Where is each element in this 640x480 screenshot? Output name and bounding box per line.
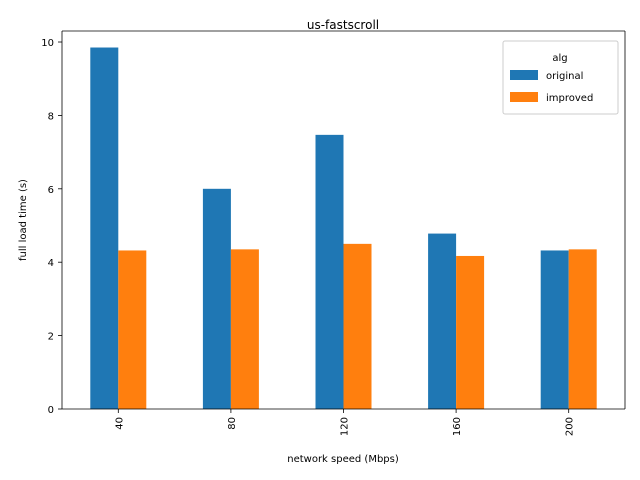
bar-improved-120	[343, 243, 372, 409]
legend-swatch-original	[510, 70, 538, 80]
x-ticks-group: 40 80 120 160 200	[114, 409, 576, 436]
x-tick-label: 120	[340, 417, 351, 436]
bars-group	[90, 47, 597, 410]
legend-swatch-improved	[510, 92, 538, 102]
y-tick-label: 8	[48, 111, 54, 122]
legend-title: alg	[552, 53, 567, 64]
bar-original-80	[202, 188, 231, 409]
bar-improved-80	[230, 249, 259, 409]
x-tick-label: 40	[114, 417, 125, 430]
bar-improved-160	[456, 255, 485, 409]
y-tick-label: 2	[48, 332, 54, 343]
x-tick-label: 160	[452, 417, 463, 436]
x-tick-label: 80	[227, 417, 238, 430]
y-tick-label: 0	[48, 405, 54, 416]
bar-original-160	[428, 233, 457, 409]
bar-improved-200	[568, 249, 597, 409]
y-ticks-group: 0 2 4 6 8 10	[41, 38, 62, 416]
chart-title: us-fastscroll	[307, 18, 379, 32]
x-tick-label: 200	[565, 417, 576, 436]
y-tick-label: 10	[41, 38, 54, 49]
legend-label-original: original	[546, 71, 583, 82]
y-tick-label: 6	[48, 185, 54, 196]
bar-original-200	[540, 250, 569, 409]
y-tick-label: 4	[48, 258, 54, 269]
y-axis-label: full load time (s)	[18, 179, 29, 261]
bar-improved-40	[118, 250, 147, 409]
x-axis-label: network speed (Mbps)	[287, 454, 399, 465]
bar-original-120	[315, 134, 344, 409]
legend-label-improved: improved	[546, 93, 593, 104]
bar-original-40	[90, 47, 119, 410]
legend: alg original improved	[502, 40, 619, 115]
